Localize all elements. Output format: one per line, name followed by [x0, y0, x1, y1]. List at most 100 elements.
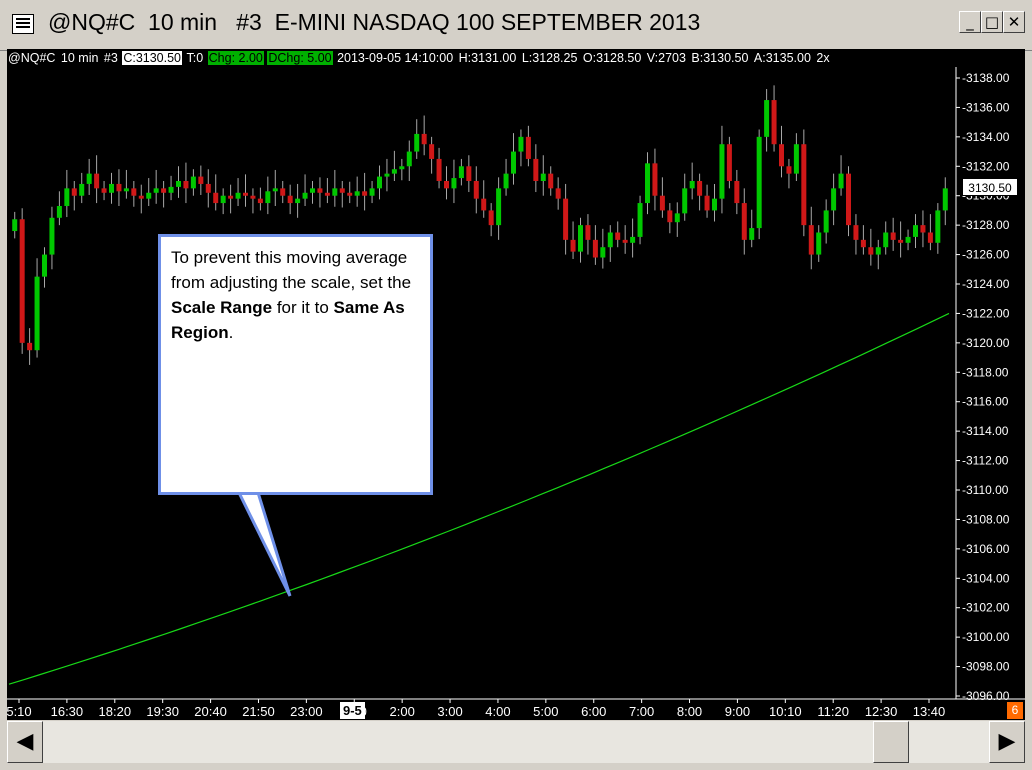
candle-up [793, 144, 799, 174]
candle-up [414, 133, 420, 152]
callout-box: To prevent this moving average from adju… [158, 234, 433, 495]
candle-down [734, 181, 740, 204]
candle-down [801, 144, 807, 226]
time-tick-label: 18:20 [99, 704, 132, 719]
status-open: O:3128.50 [582, 51, 642, 65]
status-high: H:3131.00 [458, 51, 517, 65]
time-tick-label: 23:00 [290, 704, 323, 719]
candle-up [682, 188, 688, 214]
candle-down [741, 203, 747, 240]
candle-down [466, 166, 472, 181]
candle-up [399, 166, 405, 170]
scroll-track[interactable] [43, 721, 989, 763]
candle-up [630, 236, 636, 243]
time-tick-label: 19:30 [146, 704, 179, 719]
callout-text-1: To prevent this moving average from adju… [171, 248, 412, 292]
candle-down [287, 195, 293, 204]
candle-up [831, 188, 837, 211]
candle-down [116, 183, 122, 192]
candle-down [362, 191, 368, 196]
candle-down [659, 195, 665, 211]
candle-up [12, 219, 18, 232]
callout-bold-same-as-region: Same As Region [171, 298, 405, 342]
candle-up [369, 188, 375, 196]
candle-up [310, 188, 315, 193]
candle-up [42, 254, 47, 277]
time-tick-label: 5:10 [7, 704, 32, 719]
candle-up [153, 188, 159, 193]
minimize-button[interactable]: _ [959, 11, 981, 33]
candle-up [816, 232, 822, 255]
candle-down [280, 188, 286, 196]
title-bar: @NQ#C 10 min #3 E-MINI NASDAQ 100 SEPTEM… [0, 0, 1032, 51]
scroll-thumb[interactable] [873, 721, 909, 763]
time-tick-label: 9:00 [725, 704, 750, 719]
price-tick-label: -3110.00 [962, 483, 1009, 497]
candle-up [749, 228, 755, 240]
candle-up [123, 188, 129, 192]
candle-down [592, 239, 598, 258]
status-extra: 2x [816, 51, 830, 65]
price-tick-label: -3098.00 [962, 660, 1010, 674]
candle-down [927, 232, 933, 243]
status-symbol: @NQ#C [8, 51, 56, 65]
status-low: L:3128.25 [521, 51, 578, 65]
candle-down [436, 158, 442, 181]
candle-up [354, 191, 360, 196]
candle-up [540, 173, 546, 181]
candle-up [406, 151, 412, 167]
candle-down [697, 181, 703, 196]
candle-up [905, 236, 911, 243]
bar-spacing-marker[interactable]: 6 [1007, 702, 1023, 719]
price-tick-label: -3104.00 [962, 571, 1010, 585]
price-tick-label: -3136.00 [962, 100, 1010, 114]
price-tick-label: -3100.00 [962, 630, 1010, 644]
candle-up [838, 173, 844, 189]
close-button[interactable]: ✕ [1003, 11, 1025, 33]
candle-down [898, 239, 904, 243]
status-datetime: 2013-09-05 14:10:00 [337, 51, 454, 65]
price-tick-label: -3102.00 [962, 601, 1010, 615]
status-volume: V:2703 [646, 51, 686, 65]
chart-area[interactable]: -3096.00 -3098.00 -3100.00 -3102.00 -3104.00… [7, 49, 1025, 720]
time-tick-label: 3:00 [437, 704, 462, 719]
status-change: Chg: 2.00 [207, 51, 264, 65]
candle-down [890, 232, 896, 240]
time-tick-label: 20:40 [194, 704, 227, 719]
candle-up [913, 225, 918, 237]
candle-down [786, 166, 792, 174]
price-tick-label: -3124.00 [962, 277, 1010, 291]
scroll-left-button[interactable]: ◀ [7, 721, 43, 763]
time-tick-label: 5:00 [533, 704, 558, 719]
candle-up [220, 195, 226, 204]
candle-up [49, 217, 55, 255]
candle-up [719, 144, 725, 199]
price-tick-label: -3108.00 [962, 512, 1010, 526]
candle-up [384, 173, 390, 177]
candle-down [622, 239, 628, 243]
time-tick-label: 13:40 [913, 704, 946, 719]
candle-up [823, 210, 829, 233]
horizontal-scrollbar[interactable]: ◀ ▶ [7, 721, 1025, 763]
candle-down [585, 225, 591, 240]
candle-up [645, 163, 650, 204]
status-interval: 10 min [60, 51, 99, 65]
candle-up [391, 169, 397, 174]
time-tick-label: 12:30 [865, 704, 898, 719]
candle-down [131, 188, 137, 196]
scroll-right-button[interactable]: ▶ [989, 721, 1025, 763]
candle-up [377, 176, 382, 189]
price-tick-label: -3132.00 [962, 159, 1010, 173]
candle-up [34, 276, 40, 351]
maximize-button[interactable]: □ [981, 11, 1003, 33]
candle-up [109, 183, 114, 193]
time-tick-label: 7:00 [629, 704, 654, 719]
status-ask: A:3135.00 [753, 51, 811, 65]
candle-up [875, 247, 881, 255]
candle-up [578, 225, 583, 252]
moving-average-line [8, 312, 950, 685]
callout-text-3: . [228, 323, 234, 342]
candle-down [853, 225, 859, 240]
candle-down [808, 225, 814, 255]
candle-up [458, 166, 464, 179]
